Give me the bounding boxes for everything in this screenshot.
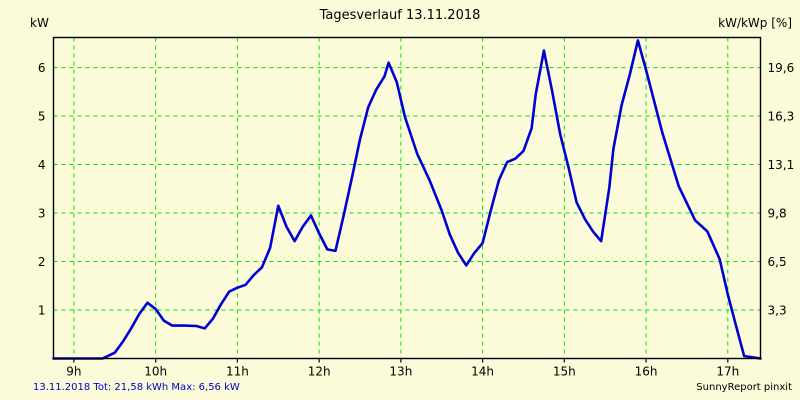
x-axis-tick-label: 14h	[471, 365, 494, 379]
y-axis-left-tick-label: 6	[38, 61, 46, 75]
y-axis-left-tick-label: 5	[38, 110, 46, 124]
grid-lines	[53, 37, 761, 359]
y-axis-left-tick-label: 2	[38, 255, 46, 269]
series-line-leistung	[52, 39, 762, 360]
y-axis-right-tick-label: 16,3	[768, 110, 795, 124]
x-axis-tick-label: 9h	[66, 365, 81, 379]
x-axis-tick-label: 16h	[635, 365, 658, 379]
y-axis-right-labels: 3,3 6,5 9,8 13,1 16,3 19,6	[768, 61, 795, 317]
left-axis-unit-label: kW	[30, 16, 49, 30]
y-axis-left-tick-label: 4	[38, 158, 46, 172]
y-axis-right-tick-label: 13,1	[768, 158, 795, 172]
x-axis-tick-label: 17h	[716, 365, 739, 379]
x-axis-tick-label: 15h	[553, 365, 576, 379]
x-axis-tick-label: 10h	[144, 365, 167, 379]
y-axis-left-tick-label: 3	[38, 207, 46, 221]
chart-title: Tagesverlauf 13.11.2018	[319, 8, 481, 23]
series-group	[52, 39, 762, 360]
y-axis-right-tick-label: 6,5	[768, 255, 787, 269]
y-axis-right-tick-label: 3,3	[768, 304, 787, 318]
x-axis-tick-label: 13h	[389, 365, 412, 379]
plot-frame	[52, 36, 762, 360]
daily-summary-text: 13.11.2018 Tot: 21,58 kWh Max: 6,56 kW	[33, 382, 240, 393]
x-axis-tick-label: 12h	[308, 365, 331, 379]
x-axis-tick-label: 11h	[226, 365, 249, 379]
y-axis-right-tick-label: 9,8	[768, 207, 787, 221]
y-axis-left-labels: 1 2 3 4 5 6	[38, 61, 46, 317]
right-axis-unit-label: kW/kWp [%]	[718, 16, 792, 30]
x-axis-labels: 9h 10h 11h 12h 13h 14h 15h 16h 17h	[66, 358, 739, 379]
y-axis-right-tick-label: 19,6	[768, 61, 795, 75]
y-axis-left-tick-label: 1	[38, 304, 46, 318]
report-credit-text: SunnyReport pinxit	[696, 382, 792, 393]
